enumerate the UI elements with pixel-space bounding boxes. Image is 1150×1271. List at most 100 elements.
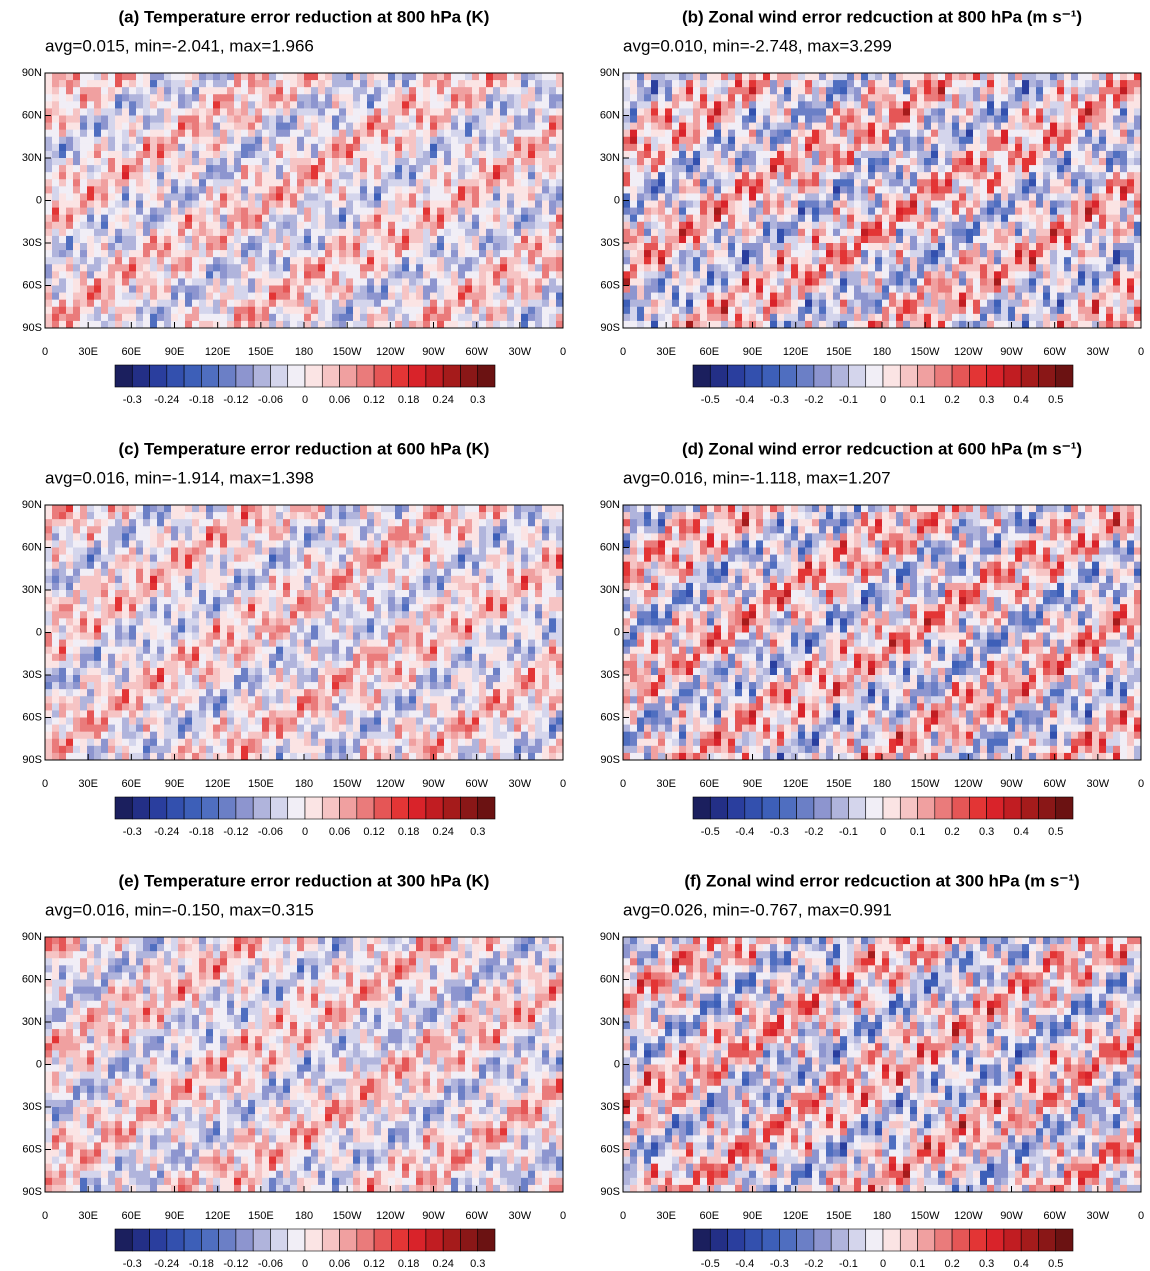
field-cell (94, 307, 101, 314)
field-cell (507, 278, 514, 285)
field-cell (444, 158, 451, 165)
field-cell (297, 229, 304, 236)
field-cell (164, 271, 171, 278)
field-cell (73, 87, 80, 94)
field-cell (101, 130, 108, 137)
field-cell (45, 193, 52, 200)
field-cell (136, 193, 143, 200)
field-cell (959, 278, 966, 285)
field-cell (339, 172, 346, 179)
field-cell (910, 73, 917, 80)
field-cell (178, 151, 185, 158)
field-cell (1106, 165, 1113, 172)
field-cell (980, 208, 987, 215)
field-cell (679, 193, 686, 200)
field-cell (805, 137, 812, 144)
field-cell (213, 179, 220, 186)
field-cell (644, 250, 651, 257)
field-cell (896, 130, 903, 137)
field-cell (952, 94, 959, 101)
field-cell (1120, 123, 1127, 130)
field-cell (234, 130, 241, 137)
field-cell (269, 229, 276, 236)
field-cell (451, 236, 458, 243)
field-cell (346, 236, 353, 243)
field-cell (255, 165, 262, 172)
field-cell (1064, 250, 1071, 257)
field-cell (521, 172, 528, 179)
field-cell (528, 264, 535, 271)
field-cell (756, 80, 763, 87)
field-cell (507, 87, 514, 94)
field-cell (882, 222, 889, 229)
field-cell (248, 108, 255, 115)
field-cell (346, 186, 353, 193)
field-cell (178, 116, 185, 123)
field-cell (1057, 151, 1064, 158)
field-cell (157, 321, 164, 328)
field-cell (1134, 73, 1141, 80)
field-cell (868, 236, 875, 243)
field-cell (52, 73, 59, 80)
field-cell (1043, 250, 1050, 257)
field-cell (826, 116, 833, 123)
field-cell (1036, 172, 1043, 179)
field-cell (507, 151, 514, 158)
field-cell (353, 73, 360, 80)
field-cell (1106, 144, 1113, 151)
field-cell (164, 137, 171, 144)
field-cell (1050, 250, 1057, 257)
field-cell (66, 108, 73, 115)
field-cell (276, 144, 283, 151)
field-cell (185, 264, 192, 271)
field-cell (108, 73, 115, 80)
field-cell (707, 80, 714, 87)
field-cell (143, 101, 150, 108)
field-cell (770, 201, 777, 208)
field-cell (479, 215, 486, 222)
field-cell (206, 208, 213, 215)
field-cell (360, 172, 367, 179)
field-cell (686, 144, 693, 151)
field-cell (73, 130, 80, 137)
field-cell (472, 208, 479, 215)
field-cell (1050, 158, 1057, 165)
field-cell (1008, 222, 1015, 229)
field-cell (458, 158, 465, 165)
field-cell (903, 243, 910, 250)
field-cell (777, 101, 784, 108)
field-cell (94, 257, 101, 264)
field-cell (262, 101, 269, 108)
field-cell (826, 137, 833, 144)
field-cell (185, 101, 192, 108)
field-cell (248, 250, 255, 257)
field-cell (693, 151, 700, 158)
field-cell (882, 137, 889, 144)
colorbar-label: 0.24 (432, 394, 453, 406)
field-cell (924, 151, 931, 158)
field-cell (192, 222, 199, 229)
field-cell (241, 229, 248, 236)
field-cell (416, 208, 423, 215)
field-cell (924, 215, 931, 222)
field-cell (283, 172, 290, 179)
field-cell (255, 144, 262, 151)
field-cell (707, 165, 714, 172)
field-cell (437, 158, 444, 165)
field-cell (665, 264, 672, 271)
field-cell (227, 116, 234, 123)
field-cell (423, 271, 430, 278)
field-cell (479, 236, 486, 243)
field-cell (521, 130, 528, 137)
field-cell (1022, 186, 1029, 193)
field-cell (157, 123, 164, 130)
field-cell (1120, 215, 1127, 222)
field-cell (290, 321, 297, 328)
field-cell (1064, 144, 1071, 151)
field-cell (52, 165, 59, 172)
field-cell (136, 250, 143, 257)
field-cell (283, 73, 290, 80)
field-cell (381, 193, 388, 200)
field-cell (847, 264, 854, 271)
field-cell (693, 271, 700, 278)
